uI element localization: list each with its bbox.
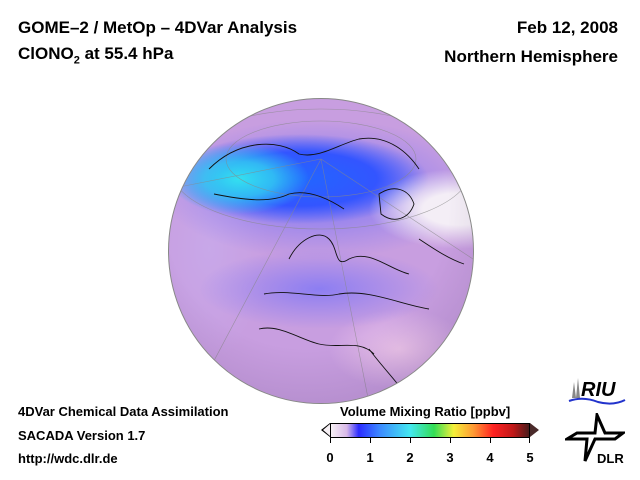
title-line1: GOME–2 / MetOp – 4DVar Analysis bbox=[18, 18, 298, 37]
coastlines-and-grid bbox=[169, 108, 473, 403]
species: ClONO bbox=[18, 44, 74, 63]
colorbar-min-arrow bbox=[321, 423, 330, 437]
dlr-logo: DLR bbox=[565, 413, 625, 465]
colorbar bbox=[330, 423, 530, 438]
colorbar-tick-mark bbox=[529, 438, 530, 443]
colorbar-tick-label: 4 bbox=[486, 450, 494, 465]
globe-shading bbox=[169, 99, 473, 403]
footer-line2: SACADA Version 1.7 bbox=[18, 428, 146, 443]
colorbar-tick-mark bbox=[450, 438, 451, 443]
colorbar-tick-label: 2 bbox=[406, 450, 414, 465]
riu-logo: RIU bbox=[568, 378, 626, 405]
svg-text:DLR: DLR bbox=[597, 451, 624, 465]
svg-text:RIU: RIU bbox=[581, 379, 616, 401]
colorbar-tick-mark bbox=[370, 438, 371, 443]
colorbar-tick-mark bbox=[330, 438, 331, 443]
website-link[interactable]: http://wdc.dlr.de bbox=[18, 451, 118, 466]
colorbar-tick-label: 1 bbox=[366, 450, 374, 465]
globe-map bbox=[168, 98, 474, 404]
date: Feb 12, 2008 bbox=[516, 18, 618, 37]
species-subscript: 2 bbox=[73, 54, 80, 67]
colorbar-title: Volume Mixing Ratio [ppbv] bbox=[340, 404, 511, 419]
pressure-level: at 55.4 hPa bbox=[79, 44, 174, 63]
footer-line1: 4DVar Chemical Data Assimilation bbox=[18, 404, 229, 419]
colorbar-tick-label: 3 bbox=[446, 450, 454, 465]
colorbar-tick-label: 5 bbox=[526, 450, 534, 465]
title-line2: ClONO2 at 55.4 hPa bbox=[18, 44, 173, 66]
region: Northern Hemisphere bbox=[444, 47, 618, 66]
colorbar-tick-label: 0 bbox=[326, 450, 334, 465]
colorbar-max-arrow bbox=[530, 423, 539, 437]
colorbar-tick-mark bbox=[490, 438, 491, 443]
colorbar-tick-mark bbox=[410, 438, 411, 443]
